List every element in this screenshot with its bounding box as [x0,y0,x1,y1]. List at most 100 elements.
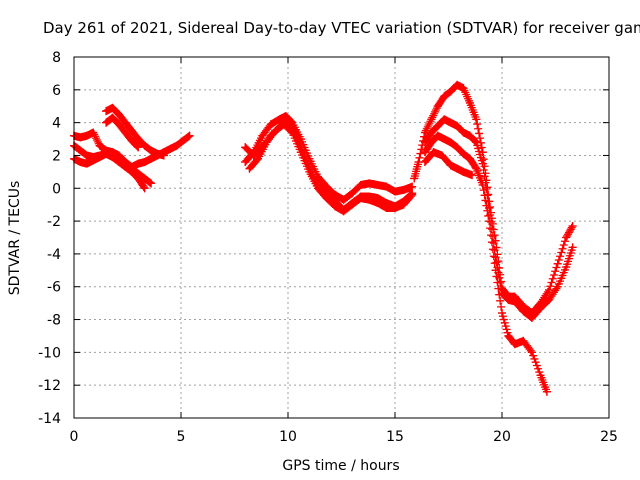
data-point [542,387,551,396]
data-point [433,121,442,130]
data-point [478,159,487,168]
data-point [331,202,340,211]
y-tick-label: 0 [52,181,61,197]
data-point [108,113,117,122]
data-point [491,266,500,275]
data-point [254,154,263,163]
data-point [491,253,500,262]
data-point [568,222,577,231]
data-point [485,217,494,226]
data-point [527,313,536,322]
y-axis-ticks: -14 -12 -10 -8 -6 -4 -2 0 2 4 6 8 [38,50,609,427]
data-point [114,158,123,167]
data-point [568,243,577,252]
y-tick-label: 2 [52,148,61,164]
data-point [391,187,399,196]
data-point [185,131,194,140]
data-point [433,102,442,111]
series-track-i [410,80,577,317]
data-point [468,171,477,180]
data-point [166,144,175,153]
data-point [498,308,506,317]
data-point [266,120,275,129]
data-point [510,297,519,306]
data-point [140,184,149,193]
y-tick-label: 4 [52,116,61,132]
y-tick-label: -10 [38,345,61,361]
data-point [275,115,284,124]
data-point [134,174,143,183]
x-axis-ticks: 0 5 10 15 20 25 [70,57,618,445]
data-point [453,143,462,152]
y-tick-label: -14 [38,411,61,427]
y-tick-label: -6 [47,280,61,296]
data-point [102,107,111,116]
data-point [504,331,513,340]
data-point [322,194,331,203]
data-point [408,190,417,199]
data-point [527,348,536,357]
data-point [172,141,181,150]
x-tick-label: 10 [279,429,297,445]
data-point [459,149,468,158]
y-tick-label: 8 [52,50,61,66]
series-track-d [102,103,168,160]
series-markers [410,80,577,317]
data-point [147,154,156,163]
data-point [241,158,250,167]
data-point [553,259,562,268]
series-track-c [70,149,149,193]
data-point [536,304,545,313]
data-point [82,131,91,140]
data-point [121,162,130,171]
x-tick-label: 15 [386,429,404,445]
data-point [313,184,322,193]
data-point [134,135,143,144]
data-point [440,115,449,124]
data-point [348,189,357,198]
data-point [562,263,571,272]
data-point [472,115,481,124]
data-point [459,84,468,93]
data-point [399,200,408,209]
data-point [76,146,85,155]
y-axis-label: SDTVAR / TECUs [7,181,23,296]
data-point [510,340,519,349]
data-point [420,148,429,157]
data-point [519,336,528,345]
data-point [279,120,288,129]
data-point [134,159,143,168]
data-point [365,179,374,188]
data-point [102,118,111,127]
data-point [89,156,98,165]
data-point [305,167,314,176]
data-point [438,151,447,160]
grid [74,57,609,418]
data-point [356,180,365,189]
data-point [410,174,419,183]
y-tick-label: -2 [47,214,61,230]
data-point [258,131,267,140]
series-track-k [420,131,551,396]
x-tick-label: 20 [493,429,511,445]
data-point [433,131,442,140]
data-point [134,143,143,152]
x-tick-label: 5 [177,429,186,445]
y-tick-label: -12 [38,378,61,394]
x-tick-label: 25 [600,429,618,445]
data-point [382,182,391,191]
data-point [382,203,391,212]
data-point [478,180,487,189]
chart-title: Day 261 of 2021, Sidereal Day-to-day VTE… [43,19,640,37]
data-point [82,159,91,168]
data-point [89,128,98,137]
data-point [114,110,123,119]
y-tick-label: 6 [52,83,61,99]
y-tick-label: -8 [47,313,61,329]
data-point [562,233,571,242]
series-track-e [102,113,143,152]
data-point [459,167,468,176]
data-point [504,295,513,304]
series-track-h [245,120,417,216]
